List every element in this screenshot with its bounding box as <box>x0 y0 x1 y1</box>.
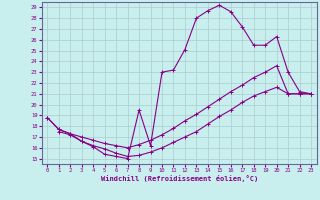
X-axis label: Windchill (Refroidissement éolien,°C): Windchill (Refroidissement éolien,°C) <box>100 175 258 182</box>
